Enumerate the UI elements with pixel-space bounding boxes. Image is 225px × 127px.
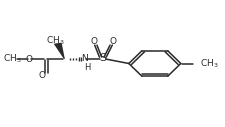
Text: H: H [84,63,90,72]
Text: O: O [26,55,33,64]
Text: CH$_3$: CH$_3$ [3,53,22,65]
Text: S: S [99,53,106,63]
Text: CH$_3$: CH$_3$ [46,34,64,47]
Text: O: O [109,37,116,46]
Text: N: N [80,54,87,62]
Polygon shape [53,43,65,59]
Text: O: O [90,37,97,46]
Text: CH$_3$: CH$_3$ [199,57,217,70]
Text: O: O [38,71,45,80]
